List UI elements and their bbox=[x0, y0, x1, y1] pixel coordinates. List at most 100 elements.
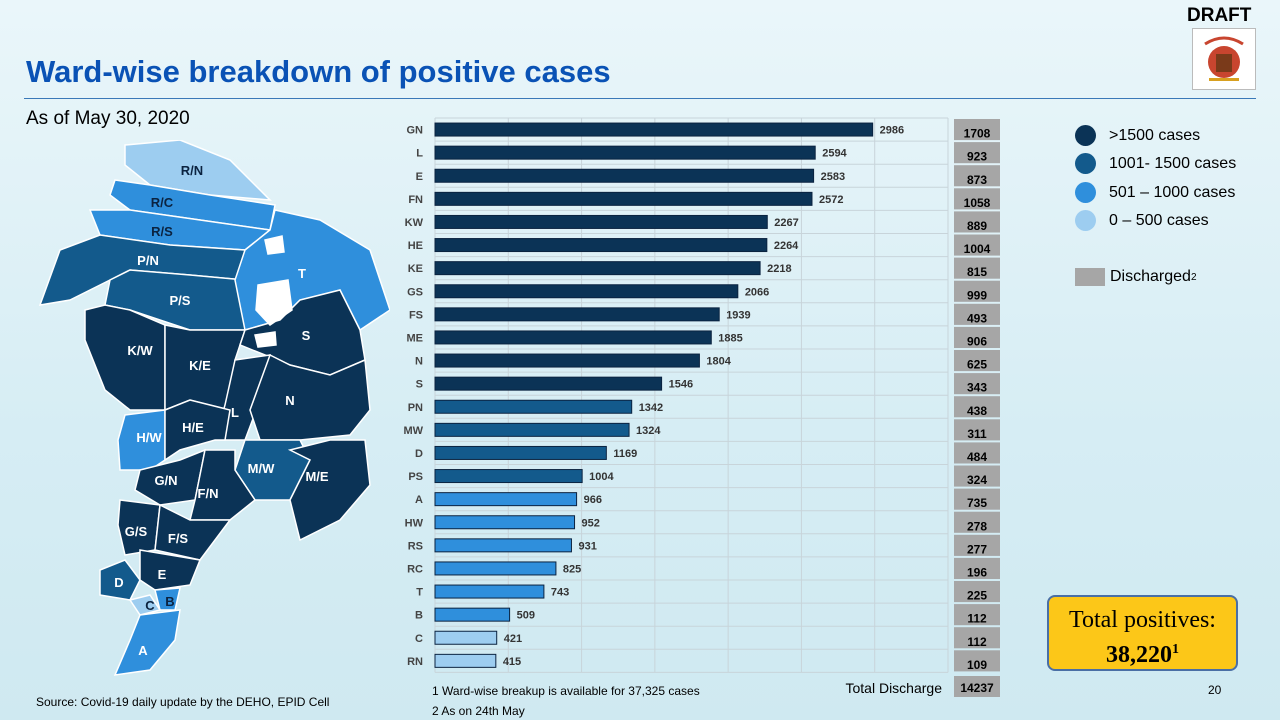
discharged-value: 109 bbox=[967, 658, 987, 672]
discharged-cell bbox=[954, 465, 1000, 487]
ward-label: H/E bbox=[182, 420, 204, 435]
ward-label: C bbox=[145, 598, 155, 613]
discharged-cell bbox=[954, 280, 1000, 302]
discharged-cell bbox=[954, 396, 1000, 418]
bar-T bbox=[434, 584, 545, 599]
legend-dot-icon bbox=[1075, 153, 1096, 174]
bar-GS bbox=[434, 284, 739, 299]
discharged-value: 815 bbox=[967, 265, 987, 279]
data-label: 1324 bbox=[636, 425, 661, 437]
page-number: 20 bbox=[1208, 683, 1222, 697]
bar-FS bbox=[434, 307, 720, 322]
data-label: 2066 bbox=[745, 286, 769, 298]
legend-item-1001-1500: 1001- 1500 cases bbox=[1075, 153, 1236, 174]
ward-R/N bbox=[124, 140, 272, 201]
discharged-value: 225 bbox=[967, 589, 987, 603]
discharged-cell bbox=[954, 165, 1000, 187]
category-label: E bbox=[416, 171, 423, 183]
bar-B bbox=[434, 607, 511, 622]
ward-F/N bbox=[189, 449, 257, 521]
discharged-cell bbox=[954, 257, 1000, 279]
data-label: 1004 bbox=[589, 471, 614, 483]
data-label: 1169 bbox=[613, 448, 637, 460]
data-label: 509 bbox=[517, 610, 535, 622]
discharged-value: 735 bbox=[967, 496, 987, 510]
ward-label: E bbox=[158, 567, 167, 582]
ward-label: T bbox=[298, 266, 306, 281]
legend-dot-icon bbox=[1075, 182, 1096, 203]
discharged-value: 1708 bbox=[964, 127, 991, 141]
category-label: KE bbox=[408, 263, 423, 275]
discharged-cell bbox=[954, 442, 1000, 464]
total-discharge-cell bbox=[954, 676, 1000, 697]
data-label: 1342 bbox=[639, 402, 663, 414]
page-title: Ward-wise breakdown of positive cases bbox=[26, 54, 611, 89]
legend-item-over-1500: >1500 cases bbox=[1075, 125, 1200, 146]
ward-H/E bbox=[164, 399, 231, 462]
ward-F/S bbox=[154, 503, 232, 561]
ward-D bbox=[99, 559, 141, 601]
ward-label: R/N bbox=[181, 163, 203, 178]
discharged-cell bbox=[954, 234, 1000, 256]
bar-ME bbox=[434, 330, 712, 345]
legend-square-icon bbox=[1075, 268, 1105, 286]
ward-label: G/N bbox=[154, 473, 177, 488]
ward-label: S bbox=[302, 328, 311, 343]
data-label: 1939 bbox=[726, 309, 750, 321]
ward-label: M/E bbox=[305, 469, 328, 484]
category-label: N bbox=[415, 356, 423, 368]
legend-item-discharged: Discharged 2 bbox=[1075, 268, 1197, 286]
draft-label: DRAFT bbox=[1187, 5, 1252, 26]
data-label: 2264 bbox=[774, 240, 799, 252]
category-label: HW bbox=[405, 517, 424, 529]
title-divider bbox=[24, 98, 1256, 99]
data-label: 2572 bbox=[819, 194, 843, 206]
ward-N bbox=[249, 353, 371, 441]
discharged-value: 324 bbox=[967, 473, 987, 487]
discharged-cell bbox=[954, 581, 1000, 603]
bar-GN bbox=[434, 122, 874, 137]
data-label: 2218 bbox=[767, 263, 791, 275]
ward-E bbox=[139, 549, 202, 591]
discharged-value: 343 bbox=[967, 381, 987, 395]
bar-N bbox=[434, 353, 700, 368]
bar-L bbox=[434, 145, 816, 160]
bar-S bbox=[434, 376, 663, 391]
bar-HE bbox=[434, 238, 768, 253]
as-of-date: As of May 30, 2020 bbox=[26, 108, 190, 129]
ward-label: B bbox=[165, 594, 174, 609]
discharged-value: 277 bbox=[967, 542, 987, 556]
legend-item-0-500: 0 – 500 cases bbox=[1075, 210, 1209, 231]
discharged-cell bbox=[954, 534, 1000, 556]
category-label: PS bbox=[408, 471, 423, 483]
bar-PN bbox=[434, 399, 633, 414]
ward-label: H/W bbox=[136, 430, 162, 445]
discharged-cell bbox=[954, 419, 1000, 441]
ward-label: P/S bbox=[170, 293, 191, 308]
ward-bar-chart: GN LE FN KW HE KE GS FS ME NS PN MW D PS A HW RS RC TBC RN 2… bbox=[403, 117, 1000, 697]
discharged-cell bbox=[954, 488, 1000, 510]
data-label: 2267 bbox=[774, 217, 798, 229]
category-label: S bbox=[416, 379, 423, 391]
data-label: 1885 bbox=[718, 332, 742, 344]
category-label: FN bbox=[408, 194, 423, 206]
discharged-cell bbox=[954, 557, 1000, 579]
category-label: KW bbox=[405, 217, 424, 229]
discharged-cell bbox=[954, 188, 1000, 210]
lake-powai bbox=[255, 279, 293, 326]
data-label: 2986 bbox=[880, 125, 904, 137]
discharged-cell bbox=[954, 604, 1000, 626]
lake-vihar bbox=[264, 235, 285, 255]
category-label: RN bbox=[407, 656, 423, 668]
category-label: T bbox=[416, 587, 423, 599]
discharged-cell bbox=[954, 350, 1000, 372]
data-label: 931 bbox=[578, 540, 596, 552]
bar-RS bbox=[434, 538, 572, 553]
data-label: 1804 bbox=[706, 356, 731, 368]
category-label: GS bbox=[407, 286, 423, 298]
ward-label: L bbox=[231, 405, 239, 420]
discharged-value: 311 bbox=[967, 427, 987, 441]
discharged-value: 999 bbox=[967, 288, 987, 302]
category-label: HE bbox=[408, 240, 423, 252]
discharged-value: 493 bbox=[967, 311, 987, 325]
